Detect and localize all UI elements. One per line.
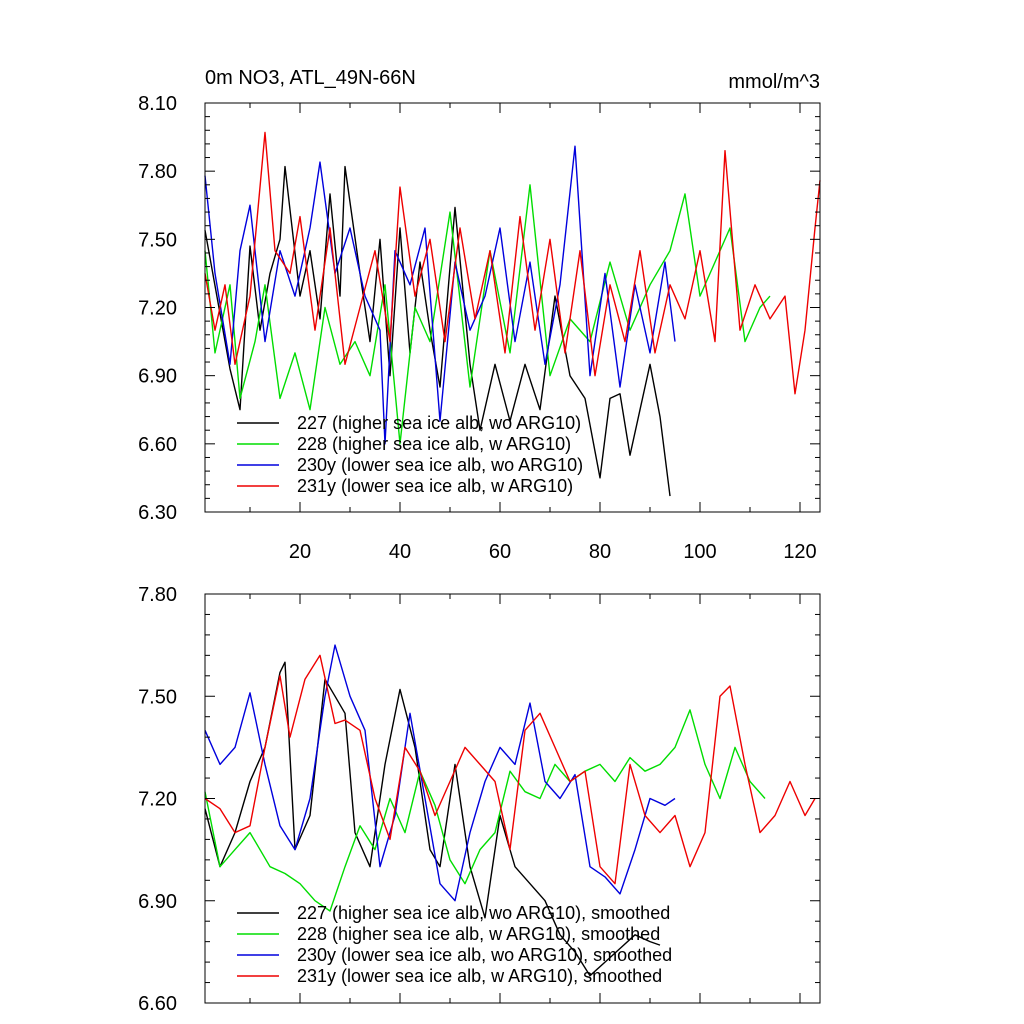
legend-label-3: 231y (lower sea ice alb, w ARG10), smoot… (297, 966, 662, 986)
y-tick-label: 7.50 (138, 686, 177, 708)
series-line-0 (204, 165, 671, 497)
series-line-1 (204, 184, 771, 445)
y-tick-label: 6.60 (138, 434, 177, 456)
legend-label-1: 228 (higher sea ice alb, w ARG10) (297, 434, 571, 454)
y-tick-label: 6.90 (138, 366, 177, 388)
legend-label-0: 227 (higher sea ice alb, wo ARG10) (297, 413, 581, 433)
series-line-0 (204, 661, 661, 977)
y-tick-label: 6.90 (138, 891, 177, 913)
y-tick-label: 6.30 (138, 502, 177, 524)
legend-label-1: 228 (higher sea ice alb, w ARG10), smoot… (297, 924, 660, 944)
y-tick-label: 6.60 (138, 993, 177, 1015)
legend-label-3: 231y (lower sea ice alb, w ARG10) (297, 476, 573, 496)
x-tick-label: 120 (783, 541, 816, 563)
legend-label-2: 230y (lower sea ice alb, wo ARG10), smoo… (297, 945, 672, 965)
y-tick-label: 7.20 (138, 298, 177, 320)
x-tick-label: 80 (589, 541, 611, 563)
x-tick-label: 20 (289, 541, 311, 563)
y-tick-label: 8.10 (138, 93, 177, 115)
series-line-3 (204, 131, 821, 395)
legend-label-0: 227 (higher sea ice alb, wo ARG10), smoo… (297, 903, 670, 923)
chart-title: 0m NO3, ATL_49N-66N (205, 67, 416, 89)
units-label: mmol/m^3 (728, 71, 820, 93)
series-line-3 (204, 654, 816, 885)
y-tick-label: 7.20 (138, 789, 177, 811)
y-tick-label: 7.50 (138, 229, 177, 251)
legend-label-2: 230y (lower sea ice alb, wo ARG10) (297, 455, 583, 475)
series-line-2 (204, 644, 676, 902)
bottom-panel: 6.60 6.90 7.20 7.50 7.80 227 (higher sea ice … (138, 584, 821, 1015)
series-line-2 (204, 145, 676, 445)
x-tick-label: 100 (683, 541, 716, 563)
x-tick-label: 40 (389, 541, 411, 563)
y-tick-label: 7.80 (138, 161, 177, 183)
top-panel: 6.30 6.60 6.90 7.20 7.50 7.80 8.10 20 40 60 80 100 1… (138, 93, 821, 563)
series-line-1 (204, 709, 766, 912)
y-tick-label: 7.80 (138, 584, 177, 606)
x-tick-label: 60 (489, 541, 511, 563)
